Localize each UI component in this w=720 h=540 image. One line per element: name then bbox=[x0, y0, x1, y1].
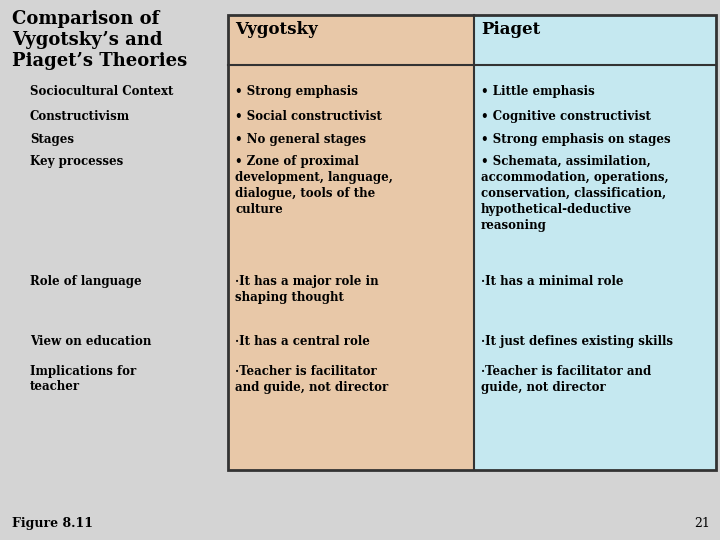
Text: ·Teacher is facilitator and
guide, not director: ·Teacher is facilitator and guide, not d… bbox=[481, 365, 652, 394]
Text: View on education: View on education bbox=[30, 335, 151, 348]
Text: • Cognitive constructivist: • Cognitive constructivist bbox=[481, 110, 651, 123]
Text: Vygotsky: Vygotsky bbox=[235, 21, 318, 38]
Text: • Strong emphasis on stages: • Strong emphasis on stages bbox=[481, 133, 670, 146]
Text: Key processes: Key processes bbox=[30, 155, 123, 168]
Bar bbox=[228, 15, 716, 470]
Text: • Schemata, assimilation,
accommodation, operations,
conservation, classificatio: • Schemata, assimilation, accommodation,… bbox=[481, 155, 669, 232]
Text: Sociocultural Context: Sociocultural Context bbox=[30, 85, 174, 98]
Text: Figure 8.11: Figure 8.11 bbox=[12, 517, 93, 530]
Text: Constructivism: Constructivism bbox=[30, 110, 130, 123]
Text: • No general stages: • No general stages bbox=[235, 133, 366, 146]
Text: ·It has a major role in
shaping thought: ·It has a major role in shaping thought bbox=[235, 275, 379, 304]
Text: ·It has a central role: ·It has a central role bbox=[235, 335, 370, 348]
Text: • Strong emphasis: • Strong emphasis bbox=[235, 85, 358, 98]
Text: Comparison of
Vygotsky’s and
Piaget’s Theories: Comparison of Vygotsky’s and Piaget’s Th… bbox=[12, 10, 187, 70]
Text: • Zone of proximal
development, language,
dialogue, tools of the
culture: • Zone of proximal development, language… bbox=[235, 155, 393, 216]
Text: ·Teacher is facilitator
and guide, not director: ·Teacher is facilitator and guide, not d… bbox=[235, 365, 388, 394]
Text: 21: 21 bbox=[694, 517, 710, 530]
Bar bbox=[228, 15, 474, 470]
Bar bbox=[474, 15, 716, 470]
Text: Stages: Stages bbox=[30, 133, 74, 146]
Text: Piaget: Piaget bbox=[481, 21, 540, 38]
Text: ·It has a minimal role: ·It has a minimal role bbox=[481, 275, 624, 288]
Text: ·It just defines existing skills: ·It just defines existing skills bbox=[481, 335, 673, 348]
Text: • Social constructivist: • Social constructivist bbox=[235, 110, 382, 123]
Text: • Little emphasis: • Little emphasis bbox=[481, 85, 595, 98]
Text: Role of language: Role of language bbox=[30, 275, 142, 288]
Text: Implications for
teacher: Implications for teacher bbox=[30, 365, 136, 393]
